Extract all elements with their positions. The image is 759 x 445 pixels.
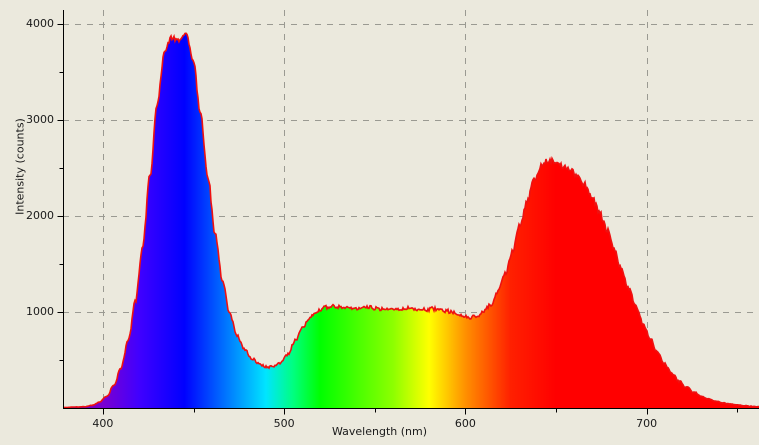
- x-tick-label: 700: [636, 417, 658, 430]
- y-tick-label: 4000: [26, 17, 54, 31]
- x-tick-label: 400: [92, 417, 114, 430]
- spectrum-fill: [63, 33, 759, 408]
- y-tick-label: 3000: [26, 113, 54, 127]
- axis-lines: [62, 10, 759, 410]
- y-tick-label: 1000: [26, 305, 54, 319]
- axis-ticks: [57, 23, 739, 415]
- x-axis-title: Wavelength (nm): [331, 425, 428, 438]
- y-tick-label: 2000: [26, 209, 54, 223]
- x-tick-label: 600: [454, 417, 476, 430]
- x-tick-label: 500: [273, 417, 295, 430]
- spectrum-trace: [63, 32, 759, 409]
